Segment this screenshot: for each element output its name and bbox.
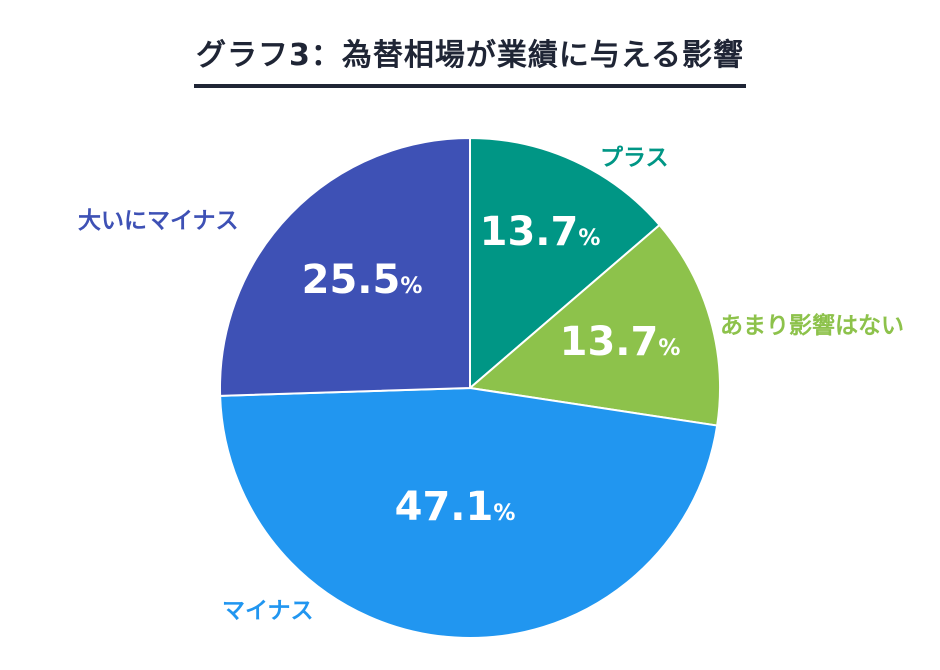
pie-slice-very-minus [219,136,471,397]
category-label-very-minus: 大いにマイナス [78,208,239,234]
pie-slice-minus [219,386,719,639]
category-label-minus: マイナス [222,598,314,624]
pie-slice-little-effect [467,223,721,427]
data-label-very-minus: 25.5% [302,257,423,303]
category-label-plus: プラス [600,145,669,171]
data-label-plus: 13.7% [480,209,601,255]
category-label-little-effect: あまり影響はない [720,312,904,339]
data-label-little-effect: 13.7% [560,319,681,365]
chart-title: グラフ3：為替相場が業績に与える影響 [194,30,746,88]
chart-title-wrap: グラフ3：為替相場が業績に与える影響 [0,30,940,88]
data-label-minus: 47.1% [395,484,516,530]
pie-slice-plus [469,136,662,391]
